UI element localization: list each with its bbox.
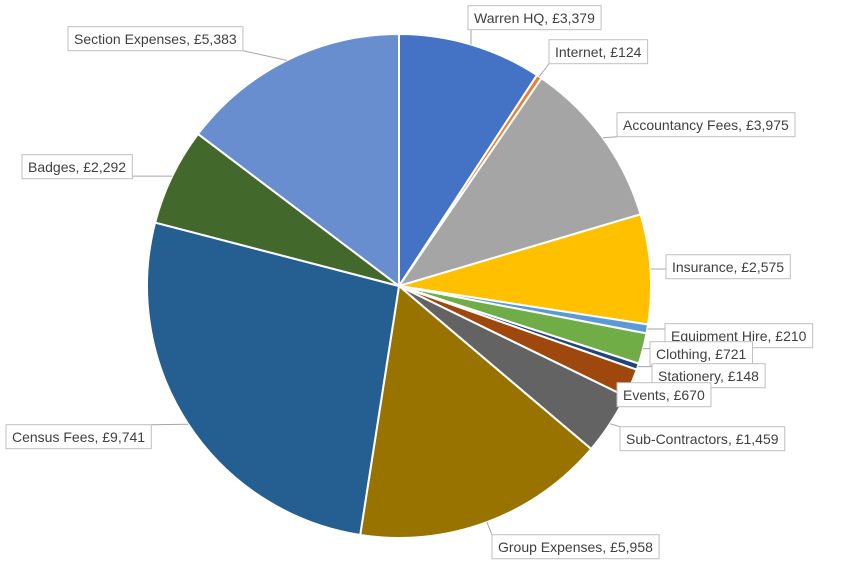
data-label: Events, £670 xyxy=(616,382,712,408)
leader-line xyxy=(538,63,550,77)
category-name: Events xyxy=(623,387,666,403)
category-name: Stationery xyxy=(658,368,721,384)
slice xyxy=(196,32,400,289)
label-text: Section Expenses, £5,383 xyxy=(74,31,237,47)
data-label: Warren HQ, £3,379 xyxy=(467,5,602,31)
data-label: Sub-Contractors, £1,459 xyxy=(619,426,786,452)
value-label: £5,383 xyxy=(194,31,237,47)
label-text: Accountancy Fees, £3,975 xyxy=(623,117,789,133)
value-label: £148 xyxy=(728,368,759,384)
label-text: Insurance, £2,575 xyxy=(672,259,784,275)
value-label: £3,379 xyxy=(552,10,595,26)
label-separator: , xyxy=(602,44,610,60)
data-label: Section Expenses, £5,383 xyxy=(67,26,244,52)
label-box xyxy=(665,254,791,280)
leader-line xyxy=(602,136,618,139)
category-name: Census Fees xyxy=(12,429,94,445)
category-name: Clothing xyxy=(656,346,707,362)
data-label: Accountancy Fees, £3,975 xyxy=(616,112,796,138)
category-name: Warren HQ xyxy=(474,10,544,26)
label-separator: , xyxy=(728,431,736,447)
label-separator: , xyxy=(75,159,83,175)
category-name: Group Expenses xyxy=(498,539,602,555)
label-box xyxy=(467,5,602,31)
category-name: Badges xyxy=(28,159,75,175)
value-label: £210 xyxy=(775,328,806,344)
label-box xyxy=(548,39,649,65)
slice xyxy=(396,76,642,288)
category-name: Insurance xyxy=(672,259,734,275)
category-name: Accountancy Fees xyxy=(623,117,738,133)
data-label: Clothing, £721 xyxy=(649,341,754,367)
label-text: Group Expenses, £5,958 xyxy=(498,539,653,555)
label-text: Warren HQ, £3,379 xyxy=(474,10,595,26)
value-label: £9,741 xyxy=(102,429,145,445)
value-label: £3,975 xyxy=(746,117,789,133)
category-name: Section Expenses xyxy=(74,31,186,47)
label-box xyxy=(616,382,712,408)
data-label: Insurance, £2,575 xyxy=(665,254,791,280)
label-separator: , xyxy=(544,10,552,26)
label-separator: , xyxy=(666,387,674,403)
label-separator: , xyxy=(186,31,194,47)
label-box xyxy=(616,112,796,138)
label-text: Equipment Hire, £210 xyxy=(671,328,807,344)
value-label: £1,459 xyxy=(736,431,779,447)
label-text: Events, £670 xyxy=(623,387,705,403)
value-label: £2,292 xyxy=(83,159,126,175)
label-text: Stationery, £148 xyxy=(658,368,759,384)
leader-line xyxy=(242,50,287,61)
label-box xyxy=(67,26,244,52)
leader-line xyxy=(609,423,621,428)
label-separator: , xyxy=(720,368,728,384)
category-name: Equipment Hire xyxy=(671,328,768,344)
label-separator: , xyxy=(768,328,776,344)
category-name: Internet xyxy=(555,44,603,60)
label-separator: , xyxy=(733,259,741,275)
label-separator: , xyxy=(738,117,746,133)
label-box xyxy=(491,534,660,560)
data-label: Internet, £124 xyxy=(548,39,649,65)
label-text: Sub-Contractors, £1,459 xyxy=(626,431,779,447)
leader-line xyxy=(486,521,493,535)
value-label: £124 xyxy=(610,44,641,60)
label-separator: , xyxy=(94,429,102,445)
label-text: Badges, £2,292 xyxy=(28,159,126,175)
label-box xyxy=(619,426,786,452)
label-separator: , xyxy=(707,346,715,362)
data-label: Group Expenses, £5,958 xyxy=(491,534,660,560)
label-box xyxy=(649,341,754,367)
label-box xyxy=(5,424,152,450)
label-text: Internet, £124 xyxy=(555,44,642,60)
label-separator: , xyxy=(602,539,610,555)
slice xyxy=(398,213,652,326)
value-label: £5,958 xyxy=(610,539,653,555)
label-text: Census Fees, £9,741 xyxy=(12,429,145,445)
slices xyxy=(146,32,652,539)
value-label: £670 xyxy=(674,387,705,403)
label-box xyxy=(21,154,133,180)
value-label: £721 xyxy=(715,346,746,362)
value-label: £2,575 xyxy=(741,259,784,275)
data-label: Census Fees, £9,741 xyxy=(5,424,152,450)
label-text: Clothing, £721 xyxy=(656,346,747,362)
data-label: Badges, £2,292 xyxy=(21,154,133,180)
category-name: Sub-Contractors xyxy=(626,431,728,447)
